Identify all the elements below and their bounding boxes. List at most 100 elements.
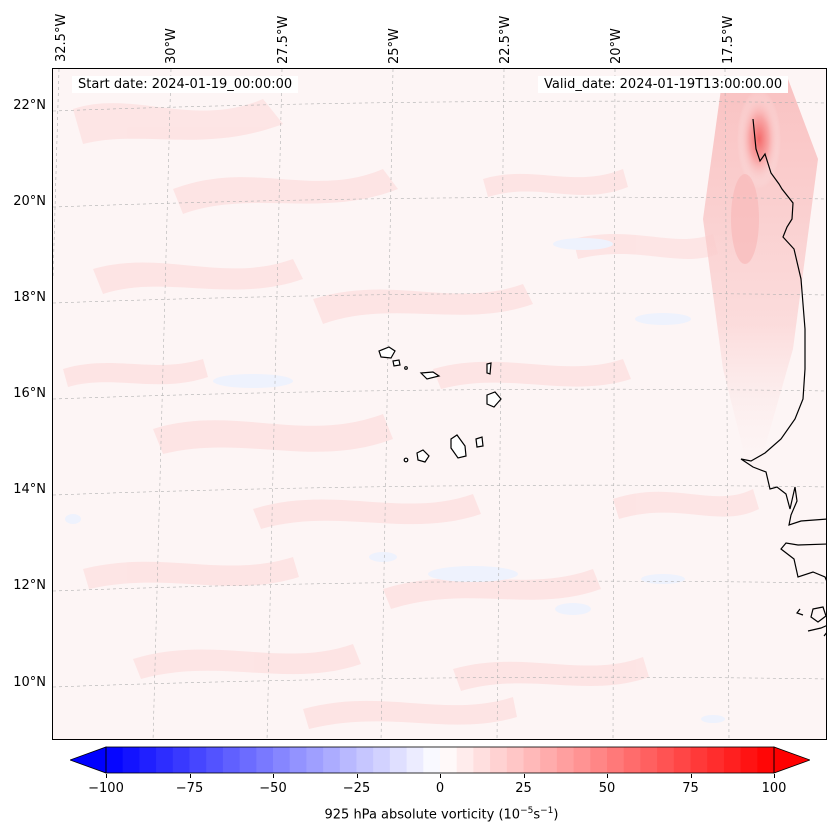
lon-label-25w: 25°W (387, 28, 402, 64)
lat-label-18n: 18°N (13, 290, 46, 305)
island-sal (486, 362, 492, 375)
colorbar-cell (222, 747, 241, 773)
colorbar-cell (556, 747, 575, 773)
colorbar-cell (273, 747, 291, 773)
colorbar-cell (289, 747, 307, 773)
colorbar-cell (406, 747, 424, 773)
colorbar-cell (490, 747, 508, 773)
colorbar-cell (456, 747, 474, 773)
colorbar-tick-label: 75 (682, 781, 699, 796)
colorbar-cell (239, 747, 257, 773)
colorbar-tick-mark (106, 774, 107, 778)
negative-vorticity-patches (65, 238, 725, 723)
colorbar-graphic (68, 746, 812, 774)
colorbar-cell (172, 747, 190, 773)
colorbar-cell (423, 747, 441, 773)
colorbar-cell (339, 747, 357, 773)
lon-label-22-5w: 22.5°W (498, 15, 513, 64)
colorbar-cell (723, 747, 742, 773)
positive-vorticity-plume (703, 79, 818, 489)
colorbar-tick-mark (440, 774, 441, 778)
lat-label-10n: 10°N (13, 675, 46, 690)
colorbar-tick-mark (189, 774, 191, 778)
lon-label-17-5w: 17.5°W (721, 15, 736, 64)
island-sao-vicente (392, 359, 401, 367)
colorbar-tick-label: 25 (515, 781, 532, 796)
island-fogo (416, 449, 430, 463)
colorbar-cell (640, 747, 658, 773)
colorbar-cell (206, 747, 224, 773)
colorbar-label: 925 hPa absolute vorticity (10−5s−1) (0, 806, 837, 822)
colorbar-label-exp1: −5 (520, 806, 534, 816)
valid-date-label: Valid_date: 2024-01-19T13:00:00.00 (538, 76, 789, 93)
colorbar-label-unit: s (533, 807, 541, 823)
colorbar-cell (757, 747, 775, 773)
start-date-label: Start date: 2024-01-19_00:00:00 (72, 76, 299, 93)
lon-label-32-5w: 32.5°W (54, 13, 69, 62)
colorbar-cell (139, 747, 157, 773)
colorbar-max-extension (773, 746, 812, 774)
lat-label-16n: 16°N (13, 386, 46, 401)
colorbar-cell (540, 747, 558, 773)
colorbar-cell (707, 747, 725, 773)
vorticity-field (63, 99, 759, 729)
colorbar-cell (590, 747, 608, 773)
map-canvas (53, 69, 826, 739)
island-santo-antao (378, 346, 396, 359)
colorbar-tick-label: 100 (761, 781, 787, 796)
colorbar-cell (573, 747, 591, 773)
colorbar-cell (306, 747, 324, 773)
lon-label-27-5w: 27.5°W (276, 15, 291, 64)
colorbar-outline (105, 746, 775, 774)
colorbar-cell (506, 747, 524, 773)
vorticity-map (52, 68, 827, 740)
colorbar-cell (607, 747, 625, 773)
colorbar-cell (122, 747, 140, 773)
colorbar-tick-label: 0 (435, 781, 445, 796)
lat-label-20n: 20°N (13, 194, 46, 209)
colorbar-cell (740, 747, 758, 773)
colorbar-min-extension (68, 746, 107, 774)
colorbar-cell (373, 747, 391, 773)
colorbar-cell (389, 747, 408, 773)
colorbar-cell (690, 747, 708, 773)
island-santa-luzia (404, 366, 408, 370)
colorbar-cell (440, 747, 458, 773)
colorbar-cell (323, 747, 341, 773)
colorbar-label-close: ) (553, 807, 559, 823)
colorbar-tick-label: −50 (259, 781, 287, 796)
island-boa-vista (486, 391, 502, 408)
colorbar-label-text: 925 hPa absolute vorticity (10 (324, 807, 521, 823)
lat-label-12n: 12°N (13, 578, 46, 593)
colorbar-cell (256, 747, 274, 773)
colorbar-tick-label: −25 (342, 781, 371, 796)
colorbar-cell (523, 747, 541, 773)
lat-label-14n: 14°N (13, 482, 46, 497)
african-coastline (740, 118, 826, 637)
colorbar-cell (156, 747, 174, 773)
island-sao-nicolau (419, 371, 441, 380)
colorbar-cell (673, 747, 691, 773)
colorbar-tick-mark (607, 774, 608, 778)
colorbar-tick-mark (523, 774, 525, 778)
lon-label-20w: 20°W (609, 28, 624, 64)
colorbar-tick-mark (774, 774, 775, 778)
colorbar (68, 744, 812, 776)
colorbar-cell (657, 747, 675, 773)
gridlines (53, 69, 826, 739)
colorbar-label-exp2: −1 (540, 806, 554, 816)
island-maio (475, 436, 484, 448)
colorbar-cell (189, 747, 207, 773)
colorbar-tick-mark (356, 774, 358, 778)
lat-label-22n: 22°N (13, 98, 46, 113)
colorbar-tick-mark (690, 774, 692, 778)
colorbar-tick-label: 50 (598, 781, 616, 796)
colorbar-cell (356, 747, 374, 773)
colorbar-tick-mark (273, 774, 274, 778)
island-santiago (450, 434, 467, 459)
lon-label-30w: 30°W (164, 28, 179, 64)
cape-verde-islands (378, 346, 502, 463)
colorbar-cell (473, 747, 491, 773)
colorbar-tick-label: −100 (88, 781, 124, 796)
colorbar-cell (106, 747, 124, 773)
